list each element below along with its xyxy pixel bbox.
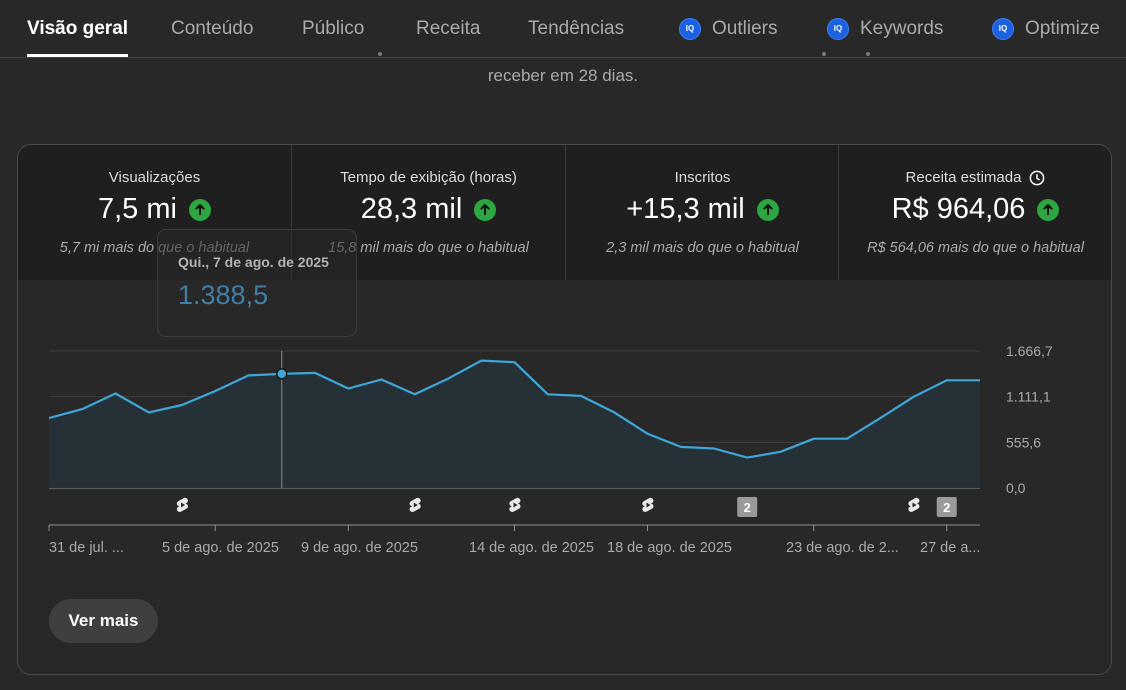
x-tick-label: 14 de ago. de 2025 (469, 540, 594, 556)
x-tick-label: 27 de a... (920, 540, 980, 556)
metric-subscribers[interactable]: Inscritos +15,3 mil 2,3 mil mais do que … (565, 145, 839, 280)
y-tick-label: 1.666,7 (1006, 343, 1053, 359)
tab-trends[interactable]: Tendências (528, 0, 624, 57)
y-tick-label: 1.111,1 (1006, 389, 1051, 405)
vidiq-icon: IQ (827, 17, 849, 40)
vidiq-icon: IQ (992, 17, 1014, 40)
metric-label: Visualizações (108, 169, 201, 186)
x-tick-label: 23 de ago. de 2... (786, 540, 899, 556)
shorts-icon[interactable] (642, 497, 654, 512)
clock-icon (1029, 170, 1045, 186)
tab-label: Receita (416, 17, 481, 39)
tab-label: Conteúdo (171, 17, 254, 39)
y-tick-label: 555,6 (1006, 434, 1041, 450)
tab-overview[interactable]: Visão geral (27, 0, 129, 57)
tab-optimize[interactable]: IQ Optimize (992, 0, 1100, 57)
shorts-icon[interactable] (409, 497, 421, 512)
count-badge-label: 2 (744, 500, 751, 515)
count-badge-label: 2 (943, 500, 950, 515)
y-tick-label: 0,0 (1006, 480, 1026, 496)
count-badge (737, 497, 758, 517)
area-fill (49, 360, 980, 488)
metric-comparison: R$ 564,06 mais do que o habitual (867, 240, 1084, 256)
count-badge (936, 497, 957, 517)
hover-point (276, 368, 288, 380)
x-tick-label: 18 de ago. de 2025 (607, 540, 732, 556)
tab-audience[interactable]: Público (302, 0, 364, 57)
metric-value: R$ 964,06 (891, 193, 1026, 225)
active-tab-indicator (27, 54, 129, 57)
metric-value: 7,5 mi (98, 193, 177, 225)
x-tick-label: 31 de jul. ... (49, 540, 124, 556)
metric-value: +15,3 mil (626, 193, 745, 225)
clipped-text-fragment (866, 52, 870, 56)
tab-label: Optimize (1025, 17, 1100, 39)
tooltip-date: Qui., 7 de ago. de 2025 (178, 254, 329, 270)
arrow-up-icon (474, 198, 497, 221)
shorts-icon[interactable] (908, 497, 920, 512)
vidiq-icon: IQ (679, 17, 701, 40)
tab-label: Outliers (712, 17, 778, 39)
tab-revenue[interactable]: Receita (416, 0, 480, 57)
metric-label: Receita estimada (905, 169, 1022, 186)
metric-label: Inscritos (674, 169, 731, 186)
metric-value: 28,3 mil (360, 193, 463, 225)
tab-label: Visão geral (27, 17, 129, 39)
clipped-text-fragment (378, 52, 382, 56)
channel-summary-text: receber em 28 dias. (487, 66, 639, 85)
shorts-icon[interactable] (176, 497, 188, 512)
tab-keywords[interactable]: IQ Keywords (827, 0, 943, 57)
arrow-up-icon (188, 198, 211, 221)
shorts-icon[interactable] (509, 497, 521, 512)
arrow-up-icon (1037, 198, 1060, 221)
clipped-text-fragment (822, 52, 826, 56)
tooltip-value: 1.388,5 (178, 280, 269, 310)
chart-tooltip: Qui., 7 de ago. de 2025 1.388,5 (157, 229, 357, 337)
metric-label: Tempo de exibição (horas) (340, 169, 517, 186)
tab-label: Keywords (860, 17, 944, 39)
metric-comparison: 15,8 mil mais do que o habitual (328, 240, 529, 256)
arrow-up-icon (756, 198, 779, 221)
tab-label: Tendências (528, 17, 625, 39)
x-tick-label: 9 de ago. de 2025 (301, 540, 418, 556)
see-more-button[interactable]: Ver mais (49, 599, 158, 643)
tab-label: Público (302, 17, 365, 39)
tab-outliers[interactable]: IQ Outliers (679, 0, 777, 57)
views-area-chart[interactable]: 1.666,7 1.111,1 555,6 0,0 2 2 31 de jul. ... 5 … (18, 145, 1111, 674)
metric-comparison: 2,3 mil mais do que o habitual (606, 240, 799, 256)
metric-estimated-revenue[interactable]: Receita estimada R$ 964,06 R$ 564,06 mai… (838, 145, 1111, 280)
tab-content[interactable]: Conteúdo (171, 0, 253, 57)
analytics-tab-bar: Visão geral Conteúdo Público Receita Ten… (0, 0, 1126, 58)
x-tick-label: 5 de ago. de 2025 (162, 540, 279, 556)
overview-card: Visualizações 7,5 mi 5,7 mi mais do que … (17, 144, 1112, 675)
series-line (48, 359, 980, 459)
